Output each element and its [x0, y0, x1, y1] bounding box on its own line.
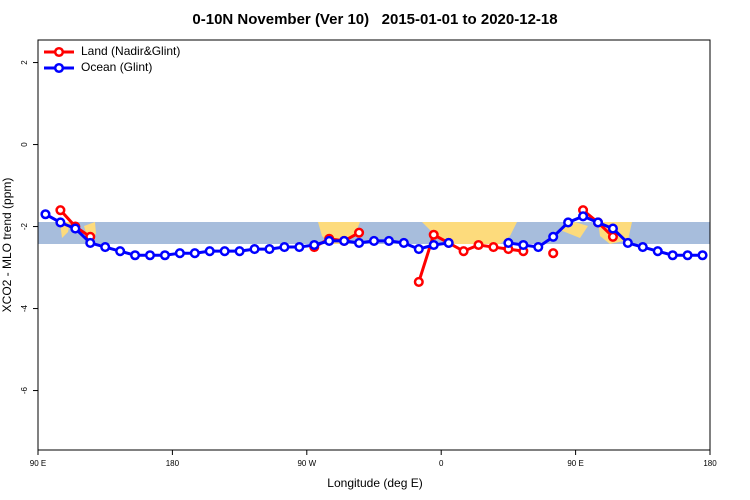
- data-point: [144, 250, 156, 261]
- legend-marker: [53, 62, 65, 74]
- y-tick-label: -2: [20, 222, 29, 230]
- data-point: [622, 237, 633, 248]
- data-point: [324, 235, 335, 246]
- data-point: [294, 242, 305, 253]
- x-tick-label: 90 W: [297, 459, 316, 468]
- data-point: [159, 250, 170, 261]
- data-point: [563, 217, 574, 228]
- y-tick-label: -4: [20, 304, 29, 312]
- data-point: [85, 237, 96, 248]
- y-tick-label: 0: [20, 142, 29, 147]
- y-axis-label: XCO2 - MLO trend (ppm): [0, 178, 14, 313]
- data-point: [607, 231, 618, 242]
- data-point: [458, 246, 469, 257]
- data-point: [548, 248, 559, 259]
- data-point: [443, 237, 454, 248]
- data-point: [130, 250, 141, 261]
- data-point: [204, 246, 215, 257]
- data-point: [637, 242, 648, 253]
- data-point: [264, 244, 275, 255]
- data-point: [592, 217, 604, 228]
- chart-title: 0-10N November (Ver 10) 2015-01-01 to 20…: [192, 11, 557, 28]
- data-point: [55, 205, 66, 216]
- data-point: [488, 242, 499, 253]
- x-tick-label: 90 E: [30, 459, 46, 468]
- data-point: [354, 227, 365, 238]
- data-point: [652, 246, 663, 257]
- x-tick-label: 90 E: [567, 459, 583, 468]
- data-point: [413, 276, 424, 287]
- ocean-band: [38, 222, 710, 244]
- x-axis-label: Longitude (deg E): [327, 476, 422, 490]
- data-point: [249, 244, 260, 255]
- data-point: [219, 246, 230, 257]
- data-point: [413, 244, 424, 255]
- data-point: [533, 242, 544, 253]
- data-point: [368, 235, 380, 246]
- legend-marker: [53, 46, 65, 58]
- data-point: [354, 237, 365, 248]
- legend-label: Ocean (Glint): [81, 60, 152, 74]
- data-point: [503, 237, 514, 248]
- data-point: [518, 239, 529, 251]
- data-point: [473, 239, 484, 251]
- land-africa: [422, 222, 517, 244]
- legend-label: Land (Nadir&Glint): [81, 44, 180, 58]
- data-point: [234, 246, 245, 257]
- data-point: [189, 248, 200, 259]
- data-point: [667, 250, 678, 261]
- plot-frame: [37, 39, 711, 451]
- y-tick-label: -6: [20, 386, 29, 394]
- data-point: [383, 235, 394, 246]
- data-point: [174, 248, 185, 259]
- data-point: [428, 239, 439, 251]
- data-point: [607, 223, 618, 234]
- land-asia: [60, 222, 632, 244]
- data-point: [309, 239, 320, 251]
- data-point: [548, 231, 559, 242]
- data-point: [40, 209, 51, 220]
- y-tick-label: 2: [20, 60, 29, 65]
- data-point: [682, 250, 693, 261]
- data-point: [279, 242, 290, 253]
- data-point: [339, 235, 350, 246]
- data-point: [428, 229, 439, 240]
- x-tick-label: 180: [703, 459, 717, 468]
- x-tick-label: 180: [166, 459, 180, 468]
- data-point: [697, 250, 708, 261]
- data-point: [578, 211, 589, 222]
- data-point: [398, 237, 409, 248]
- data-point: [70, 223, 81, 234]
- x-tick-label: 0: [439, 459, 444, 468]
- data-point: [100, 242, 111, 253]
- data-point: [55, 217, 66, 228]
- data-point: [115, 246, 126, 257]
